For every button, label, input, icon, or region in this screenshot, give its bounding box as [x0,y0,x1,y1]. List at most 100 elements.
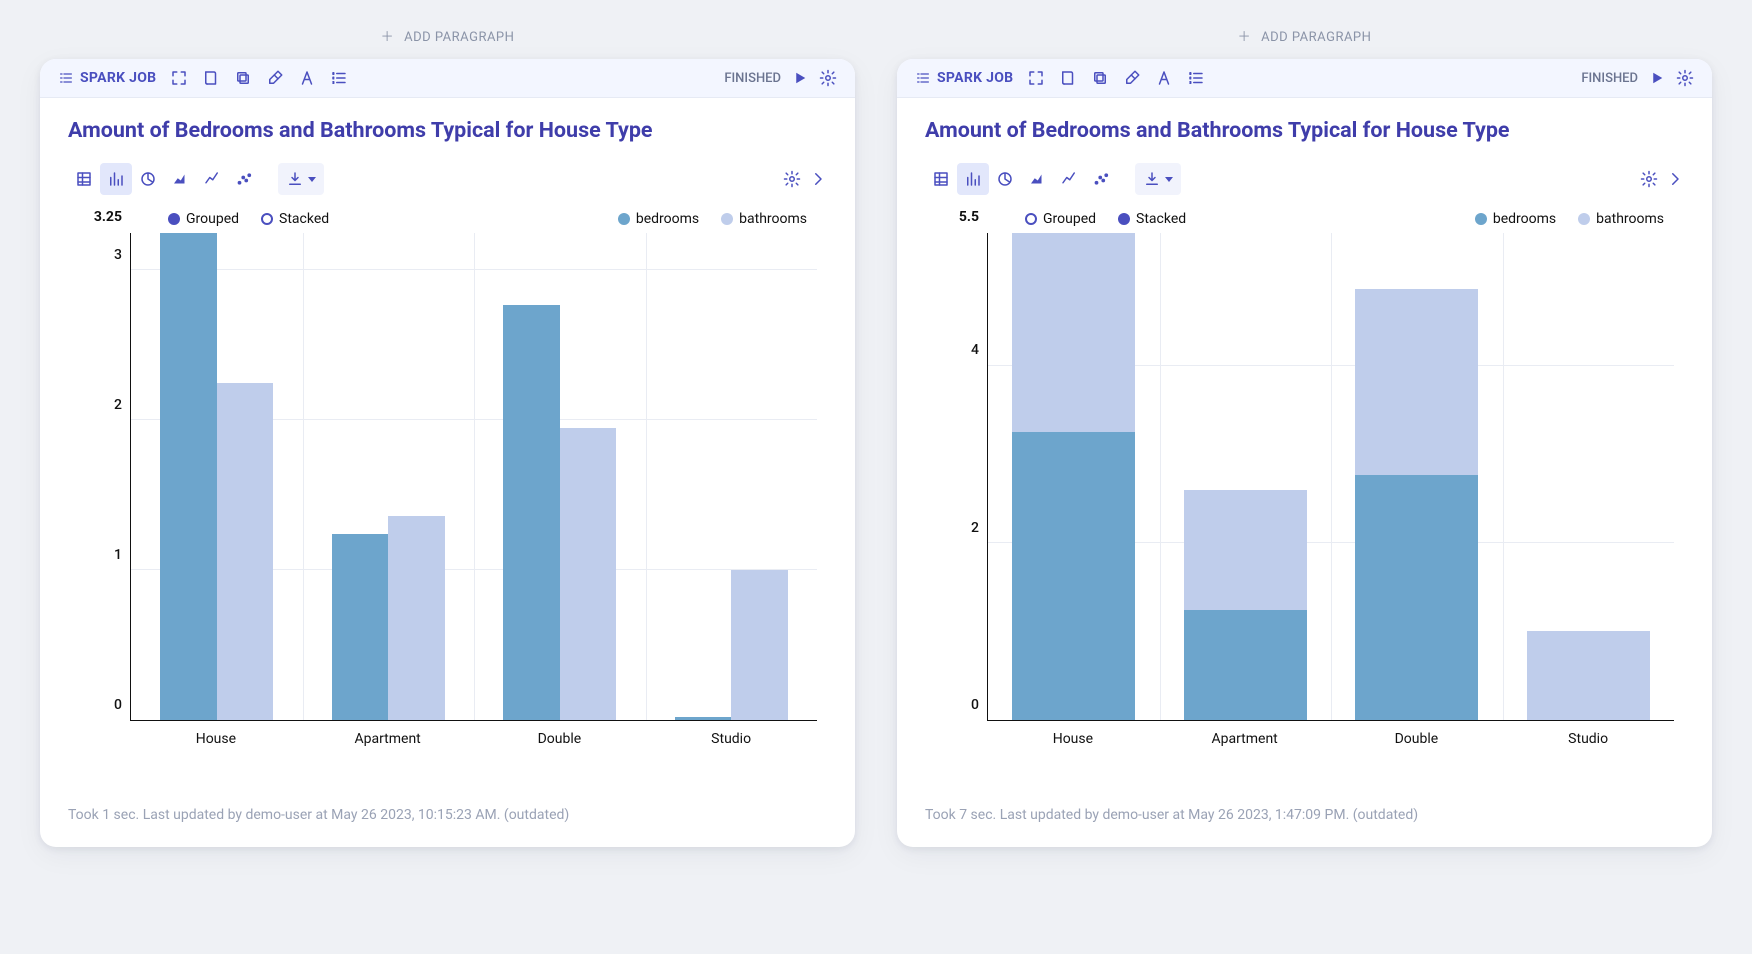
legend-series-bathrooms[interactable]: bathrooms [1578,211,1664,227]
x-tick-label: Studio [1568,731,1608,747]
x-axis: HouseApartmentDoubleStudio [130,725,817,753]
bar-bathrooms[interactable] [731,570,788,720]
copy-icon[interactable] [234,69,252,87]
y-tick-label: 0 [114,697,122,713]
settings-button[interactable] [819,69,837,87]
bar-bathrooms[interactable] [388,516,445,720]
bar-bedrooms[interactable] [1012,432,1135,720]
bar-bathrooms[interactable] [1184,490,1307,610]
y-axis: 3.250123 [68,233,128,721]
viz-table-button[interactable] [68,163,100,195]
plus-icon: ＋ [381,30,395,45]
legend-mode-grouped[interactable]: Grouped [1025,211,1096,227]
y-tick-label: 0 [971,697,979,713]
num-list-icon[interactable] [1187,69,1205,87]
bar-bathrooms[interactable] [217,383,274,720]
plus-icon: ＋ [1238,30,1252,45]
viz-table-button[interactable] [925,163,957,195]
gridline-vertical [1331,233,1332,720]
num-list-icon[interactable] [330,69,348,87]
legend-series-bedrooms[interactable]: bedrooms [1475,211,1556,227]
result-card: SPARK JOBFINISHEDAmount of Bedrooms and … [897,59,1712,847]
viz-line-button[interactable] [196,163,228,195]
bar-bathrooms[interactable] [1012,233,1135,432]
viz-line-button[interactable] [1053,163,1085,195]
viz-expand-icon[interactable] [809,170,827,188]
download-button[interactable] [278,163,324,195]
viz-settings-icon[interactable] [783,170,801,188]
legend-series-bathrooms[interactable]: bathrooms [721,211,807,227]
job-label-text: SPARK JOB [80,70,156,86]
job-type-label[interactable]: SPARK JOB [915,70,1013,86]
chart-title: Amount of Bedrooms and Bathrooms Typical… [68,118,827,143]
legend-mode-stacked[interactable]: Stacked [1118,211,1186,227]
bar-bedrooms[interactable] [160,233,217,720]
legend-label: bedrooms [1493,211,1556,227]
copy-icon[interactable] [1091,69,1109,87]
y-max-label: 5.5 [959,209,979,225]
viz-area-button[interactable] [1021,163,1053,195]
x-axis: HouseApartmentDoubleStudio [987,725,1674,753]
settings-button[interactable] [1676,69,1694,87]
legend-label: Grouped [186,211,239,227]
eraser-icon[interactable] [1123,69,1141,87]
viz-settings-icon[interactable] [1640,170,1658,188]
bar-bathrooms[interactable] [560,428,617,720]
run-button[interactable] [791,69,809,87]
legend-mode-grouped[interactable]: Grouped [168,211,239,227]
gridline-vertical [303,233,304,720]
viz-pie-button[interactable] [989,163,1021,195]
list-icon [915,70,931,86]
viz-scatter-button[interactable] [228,163,260,195]
viz-area-button[interactable] [164,163,196,195]
x-tick-label: House [196,731,236,747]
bar-bedrooms[interactable] [503,305,560,720]
legend-series-bedrooms[interactable]: bedrooms [618,211,699,227]
book-icon[interactable] [202,69,220,87]
y-tick-label: 4 [971,342,979,358]
x-tick-label: Apartment [354,731,420,747]
run-button[interactable] [1648,69,1666,87]
y-tick-label: 2 [971,520,979,536]
viz-expand-icon[interactable] [1666,170,1684,188]
result-card: SPARK JOB FINISHED Amount of Bedrooms and … [40,59,855,847]
add-paragraph-label: ADD PARAGRAPH [1261,30,1371,45]
legend-dot [261,213,273,225]
expand-icon[interactable] [170,69,188,87]
legend-dot [1475,213,1487,225]
viz-pie-button[interactable] [132,163,164,195]
legend-label: Grouped [1043,211,1096,227]
job-label-text: SPARK JOB [937,70,1013,86]
card-header: SPARK JOB FINISHED [897,59,1712,98]
status-label: FINISHED [724,71,781,86]
status-label: FINISHED [1581,71,1638,86]
font-icon[interactable] [1155,69,1173,87]
gridline-vertical [1503,233,1504,720]
bar-bedrooms[interactable] [1184,610,1307,720]
add-paragraph-button[interactable]: ＋ ADD PARAGRAPH [897,20,1712,59]
legend-dot [721,213,733,225]
legend-dot [1025,213,1037,225]
add-paragraph-button[interactable]: ＋ADD PARAGRAPH [40,20,855,59]
bar-bedrooms[interactable] [1355,475,1478,720]
download-button[interactable] [1135,163,1181,195]
viz-bar-button[interactable] [957,163,989,195]
bar-bathrooms[interactable] [1355,289,1478,475]
x-tick-label: Double [538,731,582,747]
bar-bathrooms[interactable] [1527,631,1650,720]
bar-bedrooms[interactable] [332,534,389,720]
eraser-icon[interactable] [266,69,284,87]
bar-bedrooms[interactable] [675,717,732,720]
y-max-label: 3.25 [94,209,122,225]
viz-scatter-button[interactable] [1085,163,1117,195]
viz-bar-button[interactable] [100,163,132,195]
book-icon[interactable] [1059,69,1077,87]
card-header: SPARK JOB FINISHED [40,59,855,98]
y-axis: 5.5024 [925,233,985,721]
font-icon[interactable] [298,69,316,87]
plot-area [987,233,1674,721]
job-type-label[interactable]: SPARK JOB [58,70,156,86]
legend-mode-stacked[interactable]: Stacked [261,211,329,227]
expand-icon[interactable] [1027,69,1045,87]
chart-area: 3.250123HouseApartmentDoubleStudio [68,233,827,753]
